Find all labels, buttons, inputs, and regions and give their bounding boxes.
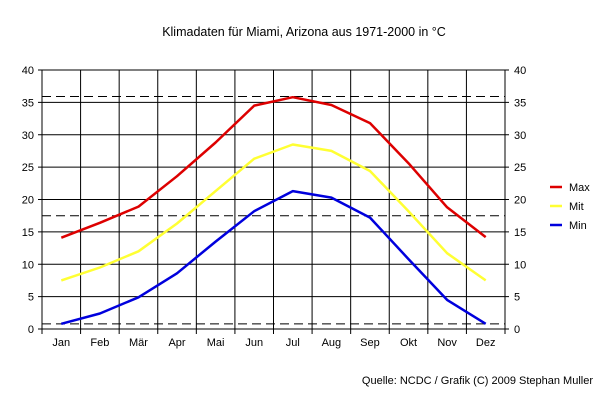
y-tick-label: 5 bbox=[514, 292, 520, 304]
y-tick-label: 10 bbox=[514, 259, 526, 271]
legend-label-min: Min bbox=[569, 220, 587, 232]
x-tick-label: Jul bbox=[286, 337, 300, 349]
x-tick-label: Sep bbox=[360, 337, 380, 349]
source-note: Quelle: NCDC / Grafik (C) 2009 Stephan M… bbox=[362, 375, 593, 387]
y-tick-label: 40 bbox=[22, 65, 34, 77]
y-tick-label: 0 bbox=[514, 324, 520, 336]
y-tick-label: 35 bbox=[514, 97, 526, 109]
chart-title: Klimadaten für Miami, Arizona aus 1971-2… bbox=[162, 25, 446, 39]
x-tick-label: Jan bbox=[52, 337, 70, 349]
y-tick-label: 20 bbox=[514, 195, 526, 207]
series-min-line bbox=[60, 189, 487, 326]
x-tick-label: Okt bbox=[400, 337, 417, 349]
y-tick-label: 5 bbox=[28, 292, 34, 304]
x-tick-label: Jun bbox=[245, 337, 263, 349]
y-tick-label: 10 bbox=[22, 259, 34, 271]
x-tick-label: Dez bbox=[476, 337, 496, 349]
y-tick-label: 15 bbox=[22, 227, 34, 239]
y-axis-left: 0 5 10 15 20 25 30 35 40 bbox=[22, 65, 42, 336]
y-tick-label: 40 bbox=[514, 65, 526, 77]
y-tick-label: 35 bbox=[22, 97, 34, 109]
x-tick-label: Mär bbox=[129, 337, 148, 349]
series-mit-line bbox=[60, 143, 487, 282]
x-tick-label: Apr bbox=[168, 337, 185, 349]
grid bbox=[42, 69, 505, 330]
series-lines bbox=[60, 95, 487, 326]
legend: Max Mit Min bbox=[550, 182, 590, 232]
y-tick-label: 15 bbox=[514, 227, 526, 239]
y-tick-label: 30 bbox=[514, 130, 526, 142]
x-tick-label: Mai bbox=[207, 337, 225, 349]
y-tick-label: 0 bbox=[28, 324, 34, 336]
y-tick-label: 20 bbox=[22, 195, 34, 207]
y-tick-label: 30 bbox=[22, 130, 34, 142]
x-axis: Jan Feb Mär Apr Mai Jun Jul Aug Sep Okt Nov Dez bbox=[41, 329, 506, 349]
legend-label-mit: Mit bbox=[569, 201, 584, 213]
x-tick-label: Aug bbox=[322, 337, 342, 349]
y-axis-right: 0 5 10 15 20 25 30 35 40 bbox=[505, 65, 526, 336]
legend-label-max: Max bbox=[569, 182, 590, 194]
x-tick-label: Nov bbox=[437, 337, 457, 349]
x-tick-label: Feb bbox=[90, 337, 109, 349]
y-tick-label: 25 bbox=[514, 162, 526, 174]
y-tick-label: 25 bbox=[22, 162, 34, 174]
series-max-line bbox=[60, 95, 487, 239]
